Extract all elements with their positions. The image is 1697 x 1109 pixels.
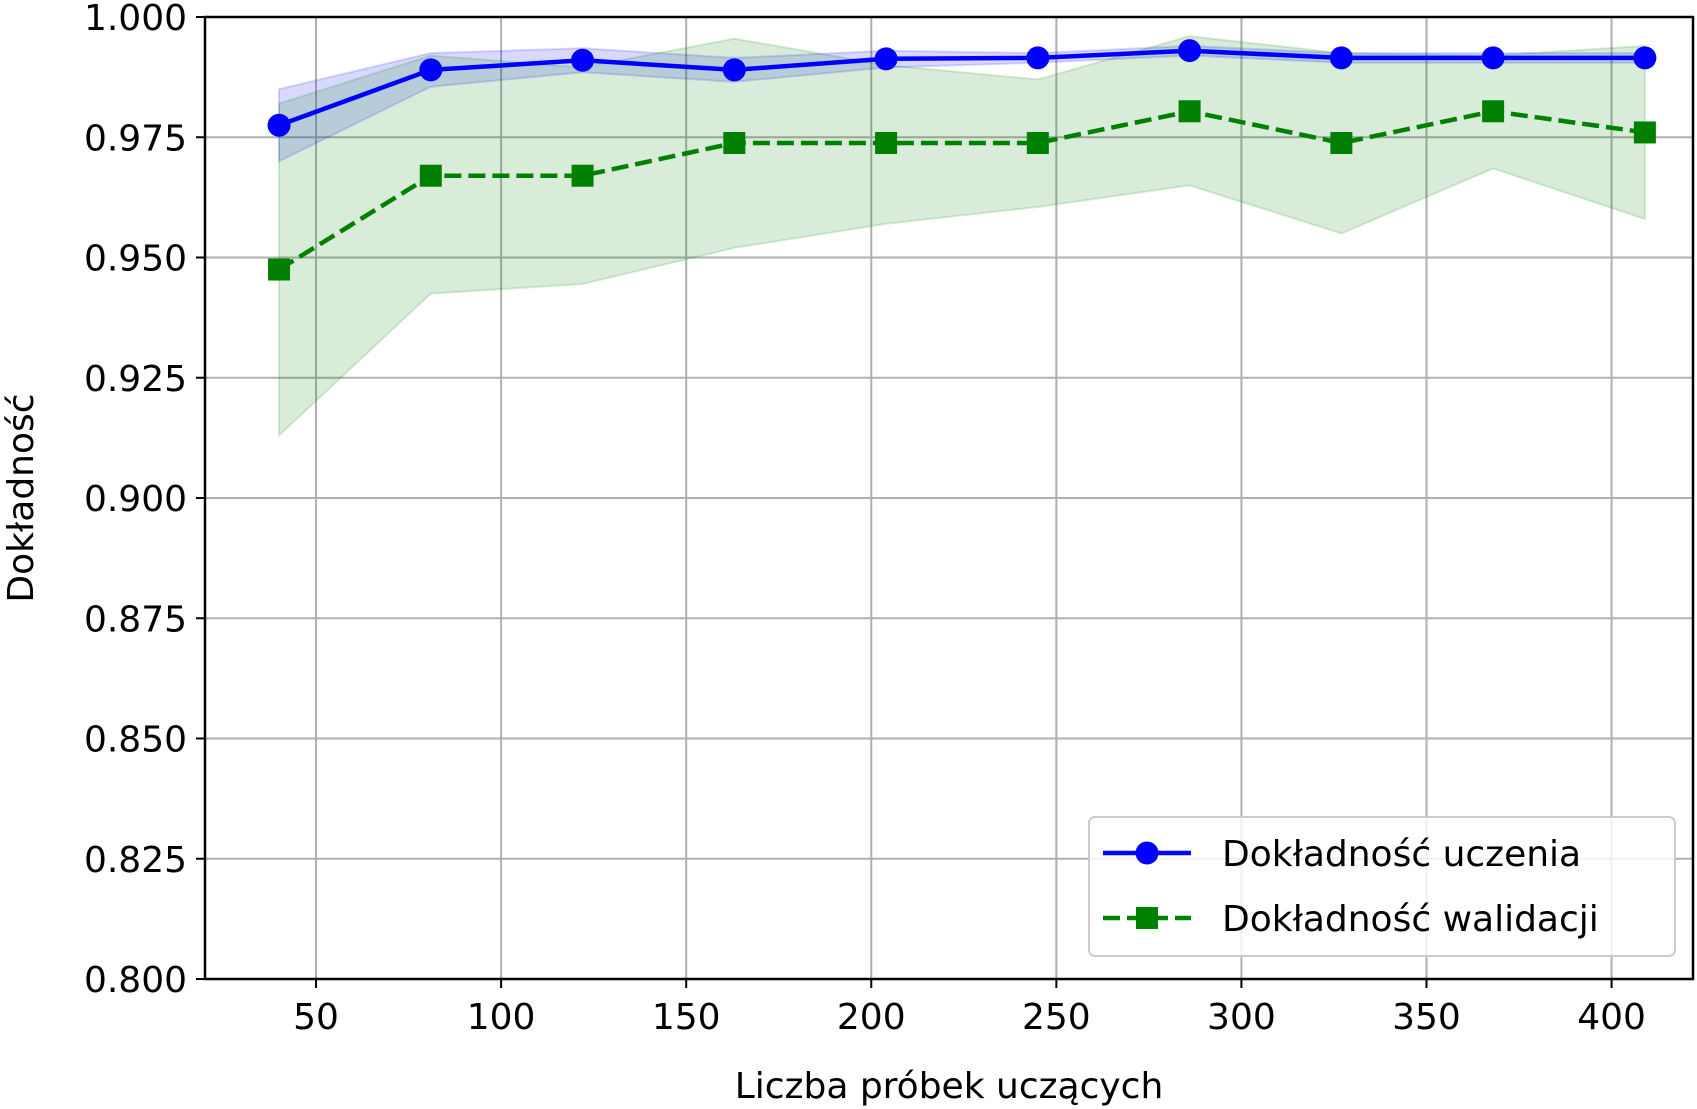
data-point-1 <box>1633 46 1657 70</box>
data-point-1 <box>1178 39 1202 63</box>
x-tick-label: 300 <box>1207 997 1276 1038</box>
confidence-band-2 <box>278 35 1646 438</box>
data-point-1 <box>419 58 443 82</box>
y-tick-label: 0.975 <box>84 118 187 159</box>
y-tick-label: 0.900 <box>84 479 187 520</box>
series-line-2 <box>277 109 1646 272</box>
x-axis-title: Liczba próbek uczących <box>735 1066 1164 1107</box>
x-tick-label: 250 <box>1022 997 1091 1038</box>
data-point-2 <box>419 164 442 187</box>
confidence-bands <box>278 35 1646 438</box>
data-point-2 <box>875 132 898 155</box>
y-tick-label: 0.950 <box>84 239 187 280</box>
data-point-1 <box>1329 46 1353 70</box>
data-point-2 <box>1330 132 1353 155</box>
x-tick-labels: 50 100 150 200 250 300 350 400 <box>293 997 1646 1038</box>
x-tick-label: 400 <box>1577 997 1646 1038</box>
data-point-2 <box>1026 132 1049 155</box>
y-tick-label: 0.800 <box>84 960 187 1001</box>
series-lines <box>277 48 1646 272</box>
x-tick-label: 150 <box>652 997 721 1038</box>
data-point-2 <box>571 164 594 187</box>
series-line-1 <box>278 48 1645 128</box>
data-point-1 <box>267 113 291 137</box>
data-point-1 <box>874 47 898 71</box>
x-tick-label: 100 <box>467 997 536 1038</box>
data-point-2 <box>723 132 746 155</box>
data-point-2 <box>1482 100 1505 123</box>
legend-marker-1 <box>1135 841 1159 865</box>
data-point-1 <box>1481 46 1505 70</box>
data-point-1 <box>722 58 746 82</box>
legend-label-1: Dokładność uczenia <box>1222 834 1581 875</box>
data-point-1 <box>1026 46 1050 70</box>
data-point-2 <box>268 258 291 281</box>
legend-marker-2 <box>1136 907 1158 929</box>
axis-ticks <box>196 16 1613 988</box>
y-tick-label: 0.825 <box>84 840 187 881</box>
x-tick-label: 350 <box>1392 997 1461 1038</box>
x-tick-label: 200 <box>837 997 906 1038</box>
legend-label-2: Dokładność walidacji <box>1222 899 1599 940</box>
y-tick-labels: 0.800 0.825 0.850 0.875 0.900 0.925 0.950 0.975… <box>84 0 187 1001</box>
data-point-2 <box>1178 100 1201 123</box>
y-tick-label: 0.925 <box>84 359 187 400</box>
legend: Dokładność uczenia Dokładność walidacji <box>1088 816 1676 957</box>
x-tick-label: 50 <box>293 997 339 1038</box>
data-point-1 <box>571 48 595 72</box>
y-tick-label: 0.875 <box>84 599 187 640</box>
data-point-2 <box>1633 121 1656 144</box>
series-markers <box>267 39 1657 281</box>
legend-items: Dokładność uczenia Dokładność walidacji <box>1103 834 1599 940</box>
y-tick-label: 0.850 <box>84 720 187 761</box>
legend-frame <box>1088 816 1676 957</box>
y-axis-title: Dokładność <box>1 393 42 602</box>
y-tick-label: 1.000 <box>84 0 187 39</box>
